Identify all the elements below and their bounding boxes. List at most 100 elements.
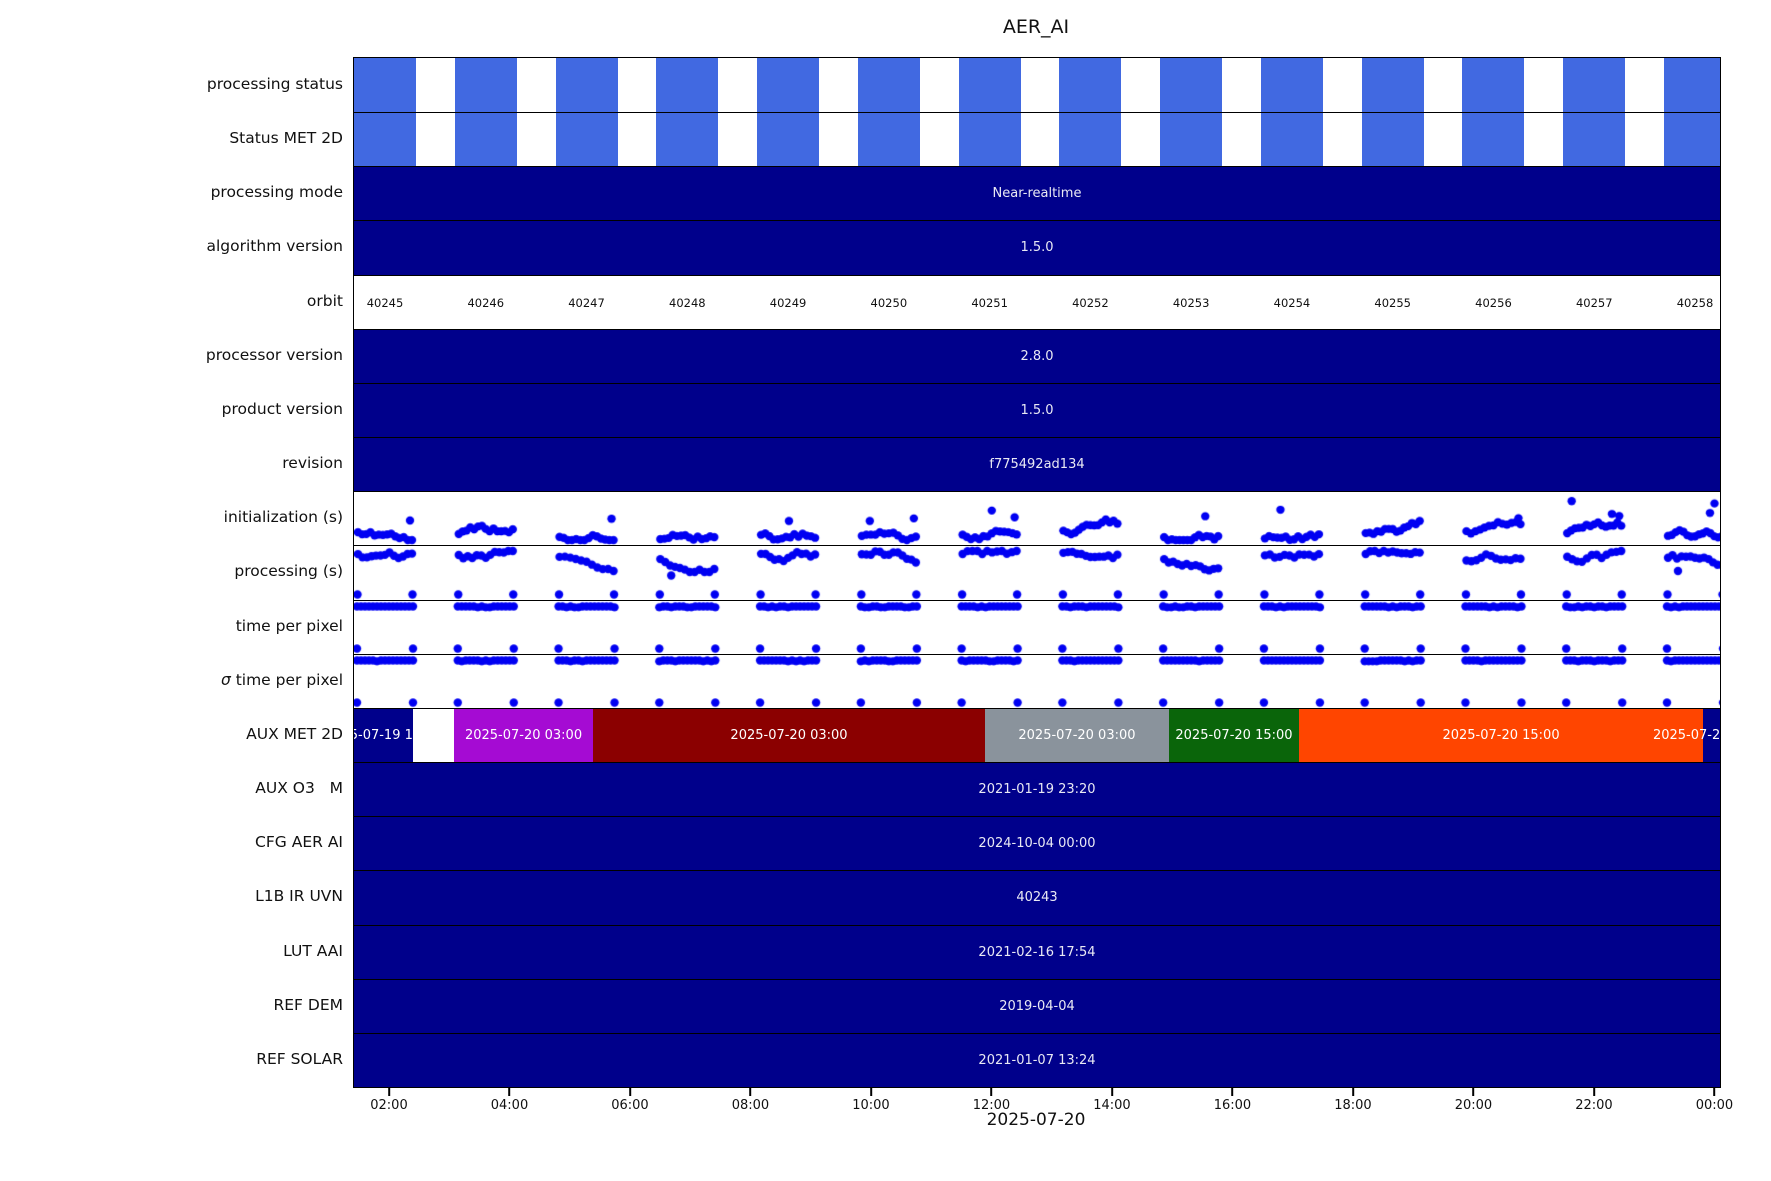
row-ref-dem: 2019-04-04 — [354, 978, 1720, 1033]
orbit-number: 40248 — [669, 295, 706, 310]
granule-block — [1160, 58, 1223, 113]
row-status-met-2d — [354, 112, 1720, 167]
granule-block — [555, 113, 618, 167]
orbit-number: 40246 — [467, 295, 505, 310]
granule-block — [1664, 58, 1720, 113]
row-label-aux-o3-m: AUX O3 M — [255, 779, 343, 798]
granule-block — [656, 58, 719, 113]
row-time-per-pixel — [354, 599, 1720, 654]
x-axis: 02:00 04:00 06:00 08:00 10:00 12:00 14:00 16:00… — [353, 1086, 1733, 1146]
granule-block — [857, 113, 920, 167]
row-ref-solar: 2021-01-07 13:24 — [354, 1032, 1720, 1087]
row-lut-aai: 2021-02-16 17:54 — [354, 924, 1720, 979]
bar-value-processing-mode: Near-realtime — [992, 186, 1082, 202]
aux-segment-label: 2025-07-20 15:00 — [1442, 727, 1560, 743]
row-algorithm-version: 1.5.0 — [354, 220, 1720, 275]
x-tick — [1231, 1087, 1234, 1096]
aux-segment — [1703, 708, 1720, 763]
granule-block — [656, 113, 719, 167]
row-label-sigma-time-per-pixel: σ time per pixel — [220, 670, 343, 689]
x-tick — [388, 1087, 390, 1096]
granule-block — [454, 58, 517, 113]
granule-block — [1059, 113, 1122, 167]
orbit-number: 40250 — [870, 295, 908, 310]
granule-block — [757, 113, 820, 167]
scatter-canvas-processing-s — [354, 546, 1720, 600]
scatter-canvas-initialization-s — [354, 492, 1720, 546]
granule-block — [1361, 113, 1424, 167]
plot-area: Near-realtime 1.5.0 40245 40246 40247 40248 40… — [353, 57, 1721, 1088]
aux-segment-label: 2025-07-20 15:00 — [1175, 727, 1293, 743]
x-tick — [1472, 1087, 1475, 1096]
aux-segment — [1168, 708, 1299, 763]
row-aux-o3-m: 2021-01-19 23:20 — [354, 762, 1720, 817]
bar-value-ref-dem: 2019-04-04 — [999, 998, 1075, 1014]
x-tick — [508, 1087, 511, 1096]
x-tick-label: 20:00 — [1454, 1098, 1493, 1113]
granule-block — [354, 113, 416, 167]
row-label-processing-s: processing (s) — [234, 562, 343, 581]
aux-segment — [1298, 708, 1704, 763]
bar-value-cfg-aer-ai: 2024-10-04 00:00 — [978, 836, 1096, 852]
granule-block — [958, 113, 1021, 167]
x-tick-label: 18:00 — [1334, 1098, 1372, 1113]
granule-block — [757, 58, 820, 113]
orbit-number: 40254 — [1273, 295, 1311, 310]
x-tick — [1352, 1087, 1354, 1096]
granule-block — [555, 58, 618, 113]
x-tick-label: 02:00 — [370, 1098, 408, 1113]
granule-block — [1664, 113, 1720, 167]
x-tick-label: 00:00 — [1695, 1098, 1734, 1113]
row-processor-version: 2.8.0 — [354, 328, 1720, 383]
aux-segment-label: 2025-07-19 15:00 — [354, 727, 443, 743]
row-initialization-s — [354, 491, 1720, 546]
orbit-number: 40252 — [1072, 295, 1109, 310]
aux-segment — [413, 708, 454, 763]
orbit-number: 40257 — [1575, 295, 1613, 310]
row-label-processing-status: processing status — [206, 75, 343, 93]
x-tick — [1111, 1087, 1113, 1096]
bar-value-product-version: 1.5.0 — [1020, 402, 1054, 418]
x-tick-label: 06:00 — [611, 1098, 649, 1113]
x-axis-date-label: 2025-07-20 — [986, 1110, 1086, 1130]
granule-block — [354, 58, 416, 113]
orbit-number: 40247 — [568, 295, 605, 310]
aux-segment-label: 2025-07-20 03:00 — [1018, 727, 1136, 743]
bar-value-lut-aai: 2021-02-16 17:54 — [978, 944, 1096, 960]
row-label-processor-version: processor version — [205, 345, 343, 364]
row-label-product-version: product version — [221, 399, 343, 418]
x-tick-label: 22:00 — [1575, 1098, 1613, 1113]
bar-value-processor-version: 2.8.0 — [1020, 348, 1054, 364]
granule-block — [1160, 113, 1223, 167]
granule-block — [1059, 58, 1122, 113]
orbit-number: 40255 — [1374, 295, 1411, 310]
row-label-lut-aai: LUT AAI — [283, 941, 343, 960]
granule-block — [1563, 58, 1626, 113]
x-tick-label: 04:00 — [490, 1098, 529, 1113]
granule-block — [958, 58, 1021, 113]
page-title: AER_AI — [1002, 16, 1070, 38]
row-sigma-time-per-pixel — [354, 653, 1720, 708]
bar-value-algorithm-version: 1.5.0 — [1020, 240, 1054, 256]
granule-block — [857, 58, 920, 113]
scatter-canvas-time-per-pixel — [354, 600, 1720, 654]
x-tick-label: 14:00 — [1093, 1098, 1131, 1113]
orbit-number: 40249 — [769, 295, 807, 310]
row-processing-s — [354, 545, 1720, 600]
bar-value-revision: f775492ad134 — [989, 457, 1085, 473]
row-product-version: 1.5.0 — [354, 382, 1720, 438]
row-label-orbit: orbit — [306, 291, 343, 310]
orbit-number: 40256 — [1475, 295, 1512, 310]
x-tick-label: 12:00 — [972, 1098, 1011, 1113]
row-label-ref-dem: REF DEM — [273, 995, 343, 1014]
row-label-revision: revision — [282, 454, 343, 473]
aux-segment-label: 2025-07-20 03:00 — [464, 727, 583, 743]
aux-segment — [593, 708, 985, 763]
orbit-number: 40251 — [971, 295, 1008, 310]
x-tick-label: 10:00 — [852, 1098, 890, 1113]
row-label-algorithm-version: algorithm version — [206, 237, 343, 256]
row-label-ref-solar: REF SOLAR — [256, 1049, 343, 1068]
bar-value-l1b-ir-uvn: 40243 — [1016, 890, 1058, 906]
row-aux-met-2d: 2025-07-19 15:00 2025-07-20 03:00 2025-07-… — [354, 707, 1720, 763]
